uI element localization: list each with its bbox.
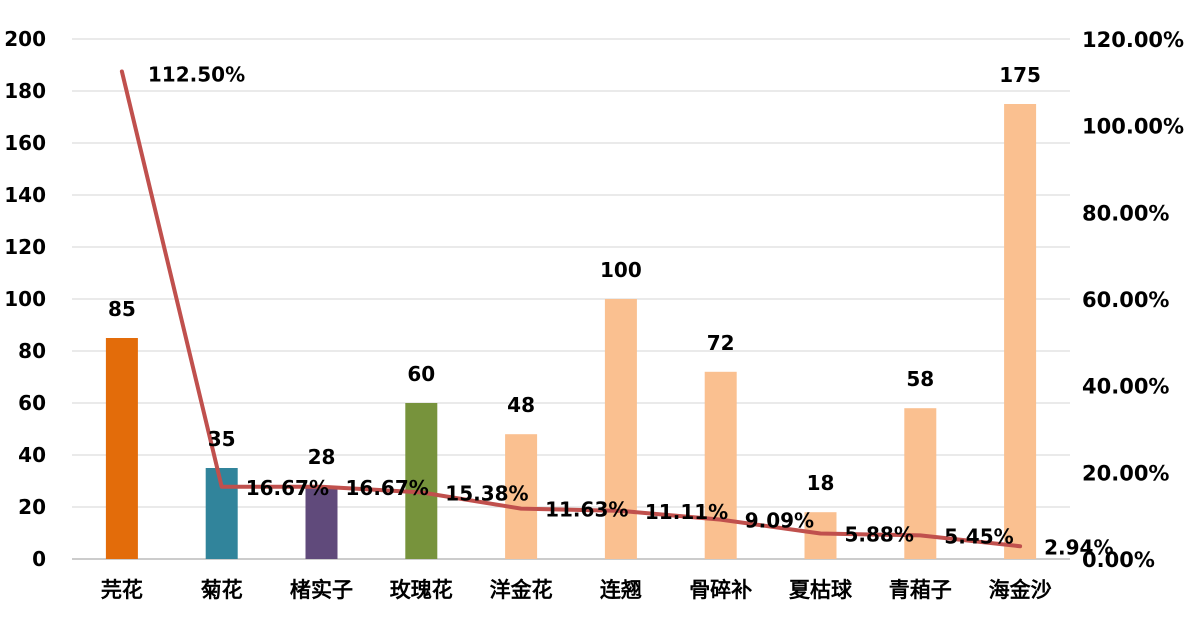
bar-value-label: 60 xyxy=(407,362,435,386)
line-value-label: 5.88% xyxy=(845,523,914,547)
left-tick-label: 180 xyxy=(4,79,46,103)
line-value-label: 2.94% xyxy=(1044,535,1113,559)
line-value-label: 112.50% xyxy=(148,63,245,87)
category-label: 玫瑰花 xyxy=(390,578,453,602)
bar xyxy=(604,299,637,559)
gridlines xyxy=(72,38,1070,560)
bar xyxy=(305,486,338,559)
bar-value-label: 18 xyxy=(807,471,835,495)
left-tick-label: 0 xyxy=(32,547,46,571)
left-tick-label: 40 xyxy=(18,443,46,467)
left-tick-label: 140 xyxy=(4,183,46,207)
left-tick-label: 80 xyxy=(18,339,46,363)
right-tick-label: 80.00% xyxy=(1082,201,1169,225)
line-series xyxy=(119,69,1023,549)
right-tick-label: 120.00% xyxy=(1082,28,1184,52)
right-tick-label: 60.00% xyxy=(1082,288,1169,312)
left-tick-label: 200 xyxy=(4,27,46,51)
category-label: 夏枯球 xyxy=(789,578,853,602)
right-tick-label: 0.00% xyxy=(1082,548,1155,572)
left-tick-label: 100 xyxy=(4,287,46,311)
right-axis-ticks: 0.00% 20.00% 40.00% 60.00% 80.00% 100.00% 120.… xyxy=(1082,28,1184,572)
bar xyxy=(105,338,138,559)
bar xyxy=(704,371,737,559)
bar-value-label: 48 xyxy=(507,393,535,417)
line-value-label: 11.63% xyxy=(545,498,628,522)
right-tick-label: 40.00% xyxy=(1082,375,1169,399)
bar xyxy=(1004,104,1037,559)
category-axis-labels: 芫花 菊花 楮实子 玫瑰花 洋金花 连翘 骨碎补 夏枯球 青葙子 海金沙 xyxy=(101,578,1052,602)
category-label: 海金沙 xyxy=(989,578,1052,602)
left-axis-ticks: 0 20 40 60 80 100 120 140 160 180 200 xyxy=(4,27,46,571)
left-tick-label: 120 xyxy=(4,235,46,259)
bar xyxy=(505,434,538,559)
bar-value-label: 72 xyxy=(707,331,735,355)
bar-value-label: 85 xyxy=(108,297,136,321)
line-value-label: 9.09% xyxy=(745,509,814,533)
line-value-label: 16.67% xyxy=(246,476,329,500)
line-value-label: 11.11% xyxy=(645,500,728,524)
bar-value-label: 100 xyxy=(600,258,642,282)
right-tick-label: 20.00% xyxy=(1082,461,1169,485)
category-label: 青葙子 xyxy=(889,578,952,602)
left-tick-label: 60 xyxy=(18,391,46,415)
bar-value-label: 58 xyxy=(906,367,934,391)
left-tick-label: 20 xyxy=(18,495,46,519)
line-value-label: 16.67% xyxy=(346,476,429,500)
category-label: 骨碎补 xyxy=(689,578,752,602)
category-label: 菊花 xyxy=(201,578,243,602)
category-label: 连翘 xyxy=(600,578,642,602)
category-label: 芫花 xyxy=(101,578,143,602)
category-label: 洋金花 xyxy=(490,578,553,602)
data-labels: 85 35 28 60 48 100 72 18 58 175 112.50% 16.67% 16.67… xyxy=(108,63,1114,560)
bar-value-label: 175 xyxy=(999,63,1041,87)
bar-value-label: 28 xyxy=(308,445,336,469)
line-value-label: 5.45% xyxy=(944,524,1013,548)
right-tick-label: 100.00% xyxy=(1082,115,1184,139)
line-value-label: 15.38% xyxy=(445,481,528,505)
percentage-line xyxy=(119,69,1023,549)
left-tick-label: 160 xyxy=(4,131,46,155)
bar xyxy=(405,403,438,559)
category-label: 楮实子 xyxy=(290,578,353,602)
bar-value-label: 35 xyxy=(208,427,236,451)
